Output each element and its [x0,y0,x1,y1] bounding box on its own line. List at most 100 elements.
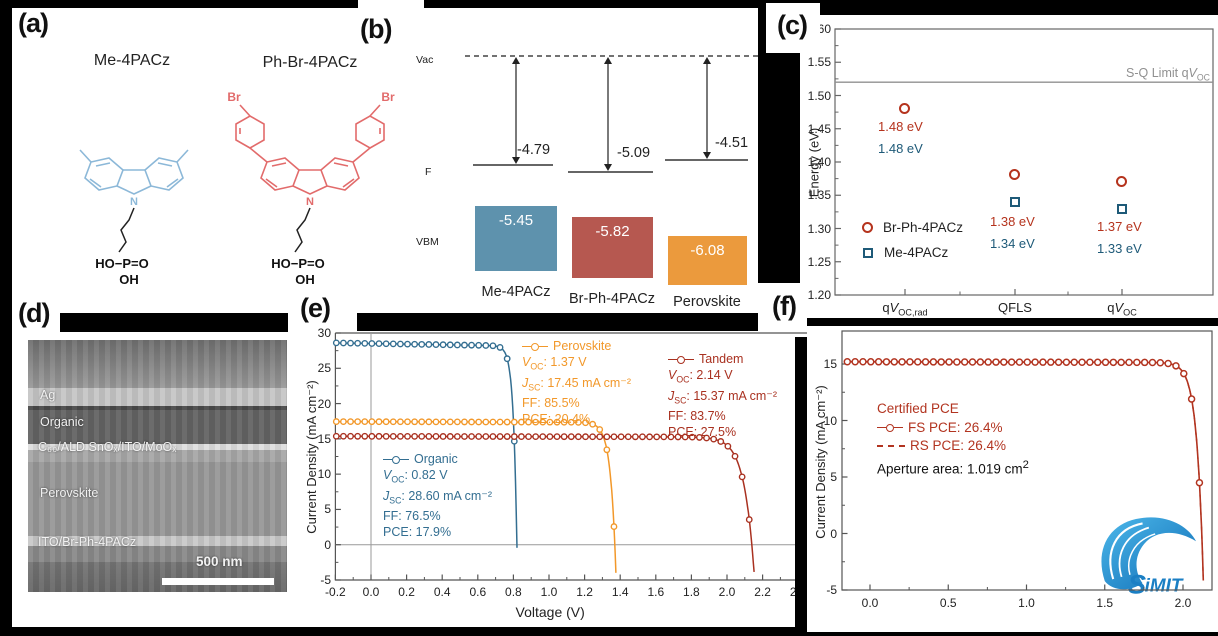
scale-bar-label: 500 nm [196,554,243,569]
f-y-tick-label: 10 [823,413,837,428]
sem-layer-label: Perovskite [40,486,99,500]
c-y-tick-label: 1.55 [807,55,831,70]
square-marker-icon [863,247,873,258]
evbm-box [475,206,557,271]
f-y-axis-title: Current Density (mA cm⁻²) [813,385,828,539]
top-notch [358,0,424,10]
f-x-tick-label: 1.5 [1096,596,1114,610]
jsc-stat: JSC: 15.37 mA cm⁻² [668,388,778,406]
data-point-square [1117,203,1127,214]
separator-strip-ef [795,337,807,627]
c-legend-row: Me-4PACz [862,245,948,260]
pce-stat: PCE: 20.4% [522,412,591,426]
ef-value: -5.09 [617,145,651,161]
svg-text:HO−P=O: HO−P=O [95,256,148,271]
panel-a-label: (a) [18,8,49,38]
evbm-value: -5.45 [498,212,534,229]
sem-layer-label: Organic [40,415,84,429]
svg-text:N: N [130,196,138,208]
sem-layer-label: C₆₀/ALD SnOₓ/ITO/MoOₓ [38,440,177,454]
sem-layer-band [28,462,287,536]
e-x-tick-label: 0.8 [505,585,522,599]
f-y-tick-label: 5 [830,470,837,484]
sem-layer-band [28,406,287,410]
ff-stat: FF: 85.5% [522,396,580,410]
sem-layer-label: Ag [40,388,56,402]
jsc-stat: JSC: 17.45 mA cm⁻² [522,375,632,393]
point-value-blue: 1.48 eV [878,141,923,156]
svg-text:OH: OH [295,272,315,287]
svg-text:Br: Br [227,90,241,104]
line-circle-marker-icon [668,355,694,364]
c-legend-label: Br-Ph-4PACz [883,220,964,235]
f-legend: Certified PCE FS PCE: 26.4% RS PCE: 26.4% A… [877,400,1029,479]
voc-stat: VOC: 0.82 V [383,468,448,485]
c-x-category-label: qVOC [1107,300,1137,318]
material-name: Br-Ph-4PACz [569,291,655,307]
e-y-tick-label: 0 [324,537,331,552]
data-point-circle [1116,175,1127,187]
evbm-box [572,217,653,278]
panel-ab-content: Me-4PACz Ph-Br-4PACz N HO−P=O OH Br Br N HO−P=… [12,8,758,313]
e-y-tick-label: 30 [317,326,331,340]
sem-layer-band [28,562,287,592]
circle-marker-icon [862,222,873,233]
svg-text:HO−P=O: HO−P=O [271,256,324,271]
e-y-tick-label: 5 [324,502,331,517]
panel-e-content: -0.2 0.0 0.2 0.4 0.6 0.8 1.0 1.2 1.4 1.6 1.8 2.0 2.2… [300,283,807,627]
data-point-square [1010,196,1020,207]
e-y-tick-label: 10 [317,467,331,482]
panel-e-label: (e) [300,293,331,323]
ef-value: -4.51 [715,135,749,151]
sem-layer-band [28,536,287,546]
point-value-red: 1.37 eV [1097,219,1142,234]
e-x-tick-label: 0.6 [469,585,487,599]
point-value-red: 1.38 eV [990,214,1035,229]
e-y-tick-label: 20 [317,396,331,411]
voc-stat: VOC: 2.14 V [668,368,733,385]
molecule-2-name: Ph-Br-4PACz [262,54,358,71]
e-x-tick-label: 0.0 [362,585,380,599]
f-y-tick-label: 0 [830,526,837,541]
panel-c-label: (c) [777,10,808,40]
evbm-value: -5.82 [595,223,630,240]
e-y-tick-label: 15 [317,431,331,446]
c-y-tick-label: 1.40 [807,155,831,169]
pce-stat: PCE: 17.9% [383,525,452,539]
separator-bar-d [60,313,288,332]
panel-c-label-box [766,3,820,53]
ef-value: -4.79 [517,142,551,158]
c-x-category-label: QFLS [998,300,1032,315]
f-x-tick-label: 1.0 [1018,596,1035,610]
e-x-tick-label: 1.0 [540,585,558,599]
c-legend-label: Me-4PACz [884,245,949,260]
f-rs-row: RS PCE: 26.4% [877,437,1029,456]
e-series-stats: Perovskite VOC: 1.37 V JSC: 17.45 mA cm⁻² F… [522,338,631,427]
material-name: Perovskite [673,294,741,310]
separator-bar-e [357,313,758,331]
sem-layer-band [28,388,287,406]
f-x-tick-label: 0.5 [939,596,957,610]
point-value-red: 1.48 eV [878,119,923,134]
voc-stat: VOC: 1.37 V [522,355,587,372]
ef-label: F [425,166,432,178]
e-x-tick-label: 1.6 [647,585,665,599]
e-x-tick-label: 0.4 [433,585,451,599]
c-y-tick-label: 1.35 [807,188,831,203]
sem-layer-band [28,410,287,444]
c-y-tick-label: 1.45 [807,121,831,136]
sem-layer-band [28,450,287,462]
point-value-blue: 1.33 eV [1097,241,1142,256]
e-y-axis-title: Current Density (mA cm⁻²) [304,380,319,534]
sem-cross-section-image: Ag Organic C₆₀/ALD SnOₓ/ITO/MoOₓ Perovskite… [28,340,287,592]
c-y-tick-label: 1.30 [807,221,831,236]
f-x-tick-label: 2.0 [1174,596,1192,610]
evbm-label: VBM [416,236,439,248]
e-y-tick-label: 25 [317,361,331,376]
c-y-tick-label: 1.50 [807,88,831,103]
c-y-axis-title: Energy (eV) [806,127,822,198]
f-x-tick-label: 0.0 [861,596,879,610]
ff-stat: FF: 76.5% [383,509,441,523]
svg-text:S: S [1128,569,1146,600]
